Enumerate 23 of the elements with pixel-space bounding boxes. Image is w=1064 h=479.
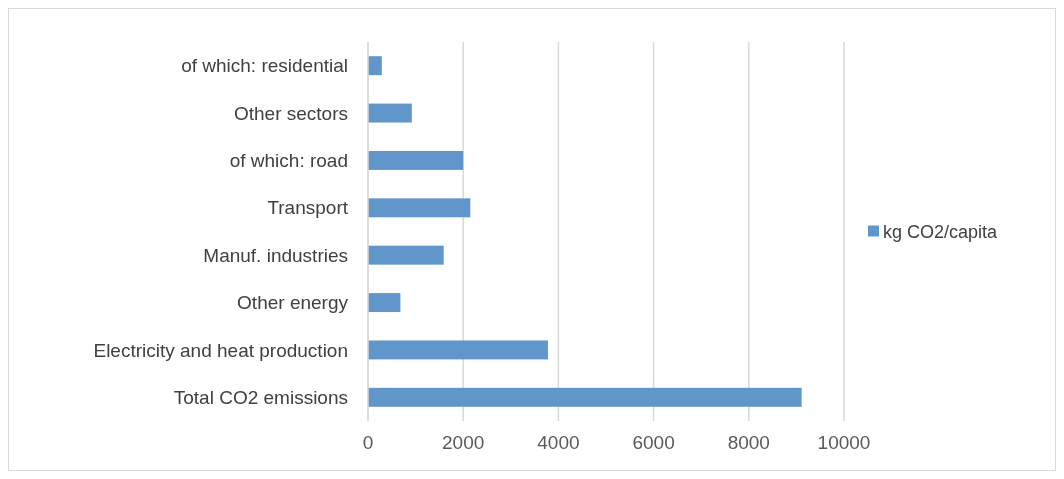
y-tick-label: of which: road [229, 150, 348, 172]
y-tick-label: Total CO2 emissions [173, 386, 348, 408]
x-tick-label: 0 [362, 432, 374, 453]
x-tick-label: 10000 [817, 432, 871, 453]
y-tick-label: Other energy [237, 292, 349, 314]
y-tick-label: Electricity and heat production [93, 339, 348, 361]
bar [368, 150, 464, 170]
bar [368, 245, 444, 265]
x-tick-label: 6000 [632, 432, 675, 453]
bar [368, 103, 412, 123]
bar [368, 387, 802, 407]
x-tick-label: 4000 [537, 432, 580, 453]
bar [368, 56, 382, 76]
x-tick-label: 8000 [727, 432, 770, 453]
x-tick-label: 2000 [442, 432, 485, 453]
y-tick-label: Transport [267, 197, 349, 219]
legend-label: kg CO2/capita [883, 221, 999, 242]
y-tick-label: Other sectors [233, 102, 348, 124]
y-tick-label: Manuf. industries [203, 244, 348, 266]
y-tick-label: of which: residential [181, 55, 348, 77]
bar [368, 198, 471, 218]
bar [368, 340, 548, 360]
bar [368, 293, 401, 313]
